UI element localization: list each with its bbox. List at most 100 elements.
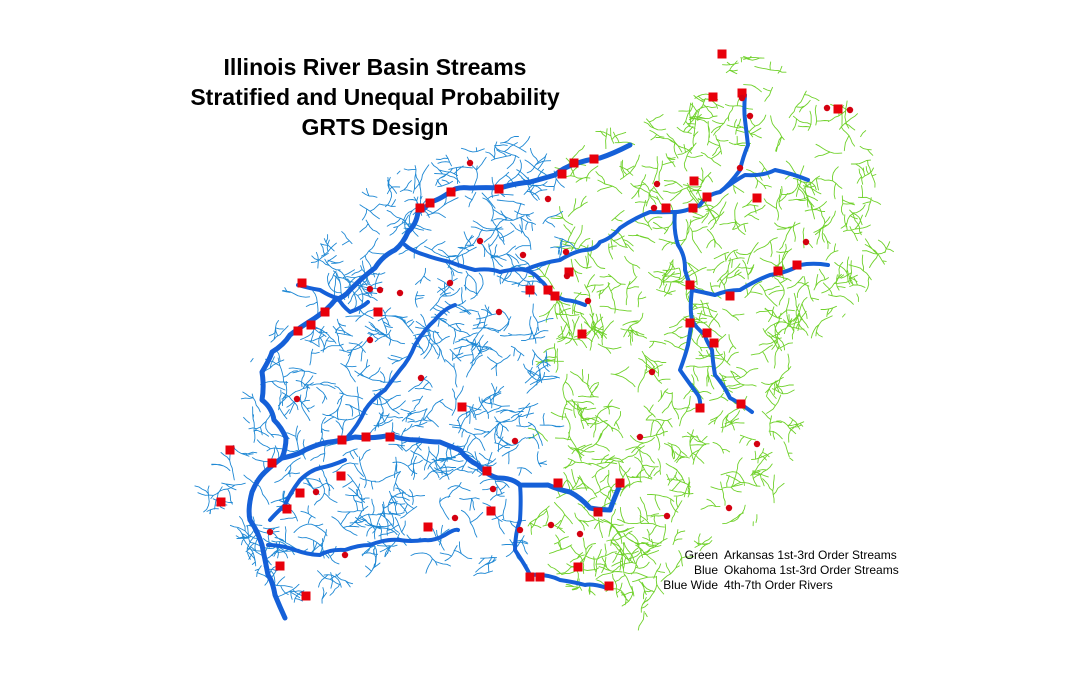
- sample-site-square: [320, 307, 330, 317]
- legend-label: 4th-7th Order Rivers: [724, 578, 833, 592]
- river-north-arm: [718, 93, 750, 194]
- sample-site-square: [557, 169, 567, 179]
- sample-site-square: [486, 506, 496, 516]
- sample-site-dot: [476, 237, 484, 245]
- sample-site-square: [685, 318, 695, 328]
- sample-site-dot: [746, 112, 754, 120]
- oklahoma-streams: [194, 136, 578, 604]
- sample-site-square: [446, 187, 456, 197]
- sample-site-square: [425, 198, 435, 208]
- sample-site-dot: [823, 104, 831, 112]
- sample-site-dot: [466, 159, 474, 167]
- sample-site-dot: [511, 437, 519, 445]
- sample-site-dot: [584, 297, 592, 305]
- sample-site-square: [564, 267, 574, 277]
- sample-site-dot: [648, 368, 656, 376]
- sample-site-square: [216, 497, 226, 507]
- sample-site-square: [457, 402, 467, 412]
- sample-site-square: [482, 466, 492, 476]
- sample-site-dot: [376, 286, 384, 294]
- sample-site-dot: [636, 433, 644, 441]
- sample-site-square: [573, 562, 583, 572]
- sample-site-square: [589, 154, 599, 164]
- legend-row-blue-wide: Blue Wide 4th-7th Order Rivers: [650, 578, 899, 593]
- sample-site-dot: [495, 308, 503, 316]
- sample-site-square: [373, 307, 383, 317]
- legend-key: Blue: [693, 563, 718, 577]
- sample-site-dot: [396, 289, 404, 297]
- sample-site-square: [295, 488, 305, 498]
- sample-site-square: [737, 88, 747, 98]
- sample-site-square: [717, 49, 727, 59]
- sample-site-square: [550, 291, 560, 301]
- sample-site-dot: [802, 238, 810, 246]
- river-lower-branch: [266, 527, 460, 557]
- sample-site-dot: [616, 478, 624, 486]
- sample-site-square: [569, 158, 579, 168]
- sample-site-dot: [312, 488, 320, 496]
- sample-site-square: [297, 278, 307, 288]
- sample-site-dot: [738, 94, 746, 102]
- sample-site-dot: [366, 336, 374, 344]
- sample-site-square: [306, 320, 316, 330]
- river-north-feeder: [343, 303, 457, 442]
- sample-site-dot: [446, 279, 454, 287]
- sample-site-square: [535, 572, 545, 582]
- sample-site-dot: [753, 440, 761, 448]
- sample-site-square: [709, 338, 719, 348]
- sample-site-square: [752, 193, 762, 203]
- sample-site-square: [689, 176, 699, 186]
- sample-site-dot: [563, 272, 571, 280]
- sample-site-dot: [725, 504, 733, 512]
- sample-site-dot: [736, 164, 744, 172]
- sample-site-dot: [451, 514, 459, 522]
- sample-site-square: [577, 329, 587, 339]
- sample-site-square: [688, 203, 698, 213]
- river-east-south-a: [678, 288, 703, 412]
- sample-site-dot: [663, 512, 671, 520]
- sample-site-square: [725, 291, 735, 301]
- sample-site-square: [423, 522, 433, 532]
- map-legend: Green Arkansas 1st-3rd Order Streams Blue…: [650, 548, 899, 593]
- sample-site-square: [685, 280, 695, 290]
- sample-site-dot: [516, 526, 524, 534]
- sample-site-square: [293, 326, 303, 336]
- river-west-feeder: [268, 458, 347, 522]
- sample-site-square: [553, 478, 563, 488]
- sample-site-dot: [341, 551, 349, 559]
- sample-site-dot: [547, 521, 555, 529]
- map-title: Illinois River Basin Streams Stratified …: [160, 52, 590, 142]
- sample-site-dot: [846, 106, 854, 114]
- sample-site-dot: [650, 204, 658, 212]
- sample-site-dot: [576, 530, 584, 538]
- title-line-3: GRTS Design: [301, 114, 449, 140]
- legend-row-green: Green Arkansas 1st-3rd Order Streams: [650, 548, 899, 563]
- legend-label: Okahoma 1st-3rd Order Streams: [724, 563, 899, 577]
- sample-site-square: [385, 432, 395, 442]
- sample-site-dot: [366, 285, 374, 293]
- sample-site-square: [695, 403, 705, 413]
- sample-site-square: [275, 561, 285, 571]
- sample-site-square: [267, 458, 277, 468]
- legend-row-blue: Blue Okahoma 1st-3rd Order Streams: [650, 563, 899, 578]
- sample-site-dot: [562, 248, 570, 256]
- sample-site-square: [736, 399, 746, 409]
- title-line-1: Illinois River Basin Streams: [223, 54, 527, 80]
- sample-site-square: [361, 432, 371, 442]
- sample-site-square: [661, 203, 671, 213]
- sample-site-dot: [519, 251, 527, 259]
- sample-site-dot: [489, 485, 497, 493]
- sample-site-square: [301, 591, 311, 601]
- sample-site-dot: [266, 528, 274, 536]
- illinois-river-main: [246, 142, 633, 621]
- sample-site-square: [702, 328, 712, 338]
- sample-site-square: [543, 285, 553, 295]
- oklahoma-stream-network: [194, 136, 578, 604]
- sample-site-square: [833, 104, 843, 114]
- sample-site-square: [225, 445, 235, 455]
- sample-site-square: [525, 572, 535, 582]
- sample-site-square: [702, 192, 712, 202]
- sample-site-dot: [293, 395, 301, 403]
- sample-site-square: [773, 266, 783, 276]
